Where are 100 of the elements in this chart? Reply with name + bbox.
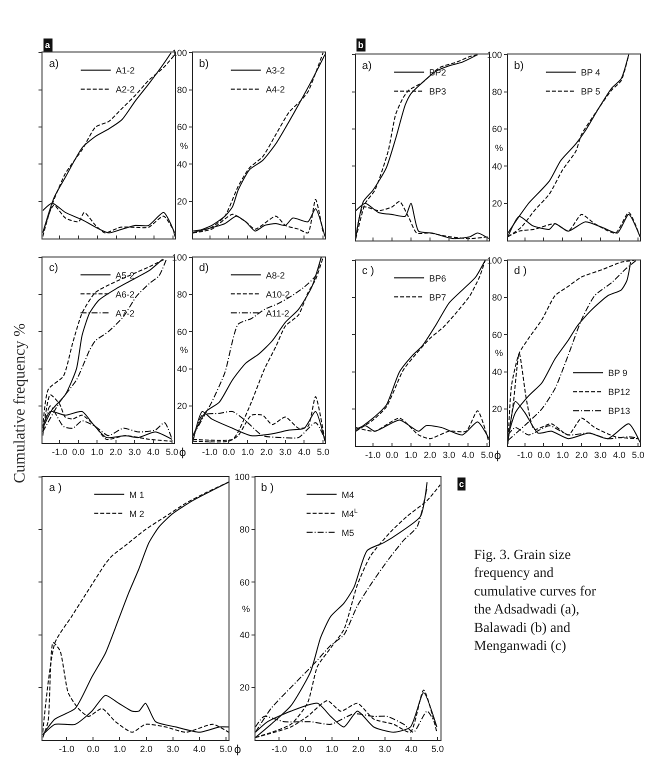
chart-title: c ) bbox=[362, 265, 374, 277]
x-tick-label: 4.0 bbox=[147, 446, 160, 457]
y-tick-label: 80 bbox=[240, 524, 250, 535]
y-tick-label: 60 bbox=[176, 326, 188, 337]
x-tick-label: 3.0 bbox=[166, 744, 180, 754]
legend-label: M 1 bbox=[129, 490, 144, 500]
text: a) bbox=[362, 60, 372, 72]
text: a) bbox=[49, 58, 59, 70]
x-axis-title: ϕ bbox=[234, 743, 242, 756]
x-tick-label: 5.0 bbox=[480, 450, 494, 460]
x-tick-label: -1.0 bbox=[517, 450, 533, 460]
x-tick-label: 4.0 bbox=[462, 450, 474, 460]
x-tick-label: 5.0 bbox=[220, 744, 232, 754]
y-tick-label: 100 bbox=[172, 252, 188, 262]
legend-label: BP 9 bbox=[608, 368, 628, 378]
x-tick-label: 1.0 bbox=[326, 744, 338, 754]
x-tick-label: 4.0 bbox=[193, 744, 206, 754]
legend-label: A8-2 bbox=[266, 270, 285, 280]
x-tick-label: 2.0 bbox=[140, 744, 153, 754]
y-tick-label: 40 bbox=[492, 161, 502, 172]
y-tick-label: 60 bbox=[240, 577, 250, 588]
x-tick-label: -1.0 bbox=[202, 446, 218, 457]
x-tick-label: 1.0 bbox=[113, 744, 126, 754]
x-tick-label: 5.0 bbox=[431, 744, 444, 754]
y-axis-title: % bbox=[180, 345, 188, 355]
legend-label: M4$^{L}$ bbox=[342, 508, 358, 519]
chart-title: c) bbox=[49, 262, 58, 274]
x-tick-label: 3.0 bbox=[594, 450, 607, 460]
y-tick-label: 40 bbox=[176, 364, 188, 374]
y-axis-title: % bbox=[242, 604, 250, 614]
x-tick-label: 1.0 bbox=[241, 446, 254, 457]
chart-title: d ) bbox=[514, 265, 527, 277]
x-tick-label: -1.0 bbox=[271, 744, 287, 754]
y-tick-label: 60 bbox=[492, 330, 502, 340]
x-tick-label: 3.0 bbox=[378, 744, 392, 754]
y-tick-label: 20 bbox=[492, 404, 502, 414]
legend-label: A6-2 bbox=[116, 289, 135, 300]
y-axis-title: % bbox=[495, 348, 504, 358]
x-axis-title: ϕ bbox=[494, 449, 502, 462]
y-axis-title: Cumulative frequency % bbox=[12, 323, 29, 484]
x-tick-label: 2.0 bbox=[424, 450, 436, 460]
x-tick-label: 5.0 bbox=[316, 446, 330, 457]
x-tick-label: 1.0 bbox=[90, 446, 104, 457]
y-tick-label: 60 bbox=[492, 124, 502, 134]
legend-label: A11-2 bbox=[266, 308, 290, 318]
text: b) bbox=[514, 60, 524, 72]
y-axis-title: % bbox=[495, 143, 504, 153]
y-tick-label: 40 bbox=[176, 159, 188, 170]
text: b bbox=[358, 40, 364, 50]
y-axis-title: % bbox=[180, 141, 188, 151]
y-tick-label: 40 bbox=[240, 630, 250, 640]
legend-label: BP7 bbox=[429, 292, 446, 302]
chart-title: d) bbox=[199, 262, 209, 274]
y-tick-label: 100 bbox=[172, 48, 188, 58]
text: a ) bbox=[49, 482, 62, 494]
legend-label: A2-2 bbox=[116, 84, 135, 95]
y-tick-label: 20 bbox=[492, 198, 502, 208]
text: c bbox=[459, 479, 464, 489]
y-tick-label: 60 bbox=[176, 122, 188, 132]
x-tick-label: -1.0 bbox=[58, 744, 74, 754]
x-axis-title: ϕ bbox=[179, 446, 186, 459]
text: b ) bbox=[261, 482, 274, 494]
x-tick-label: 2.0 bbox=[352, 744, 365, 754]
legend-label: M5 bbox=[342, 528, 354, 538]
legend-label: BP12 bbox=[608, 387, 630, 398]
x-tick-label: 1.0 bbox=[404, 450, 418, 460]
legend-label: M4 bbox=[342, 490, 354, 500]
legend-label: BP3 bbox=[429, 86, 446, 97]
x-tick-label: -1.0 bbox=[365, 450, 381, 460]
legend-label: M 2 bbox=[129, 508, 144, 519]
x-tick-label: 4.0 bbox=[404, 744, 418, 754]
legend-label: A4-2 bbox=[266, 84, 285, 95]
legend-label: BP13 bbox=[608, 406, 630, 416]
legend-label: BP 5 bbox=[580, 86, 600, 97]
y-tick-label: 20 bbox=[176, 196, 188, 206]
y-tick-label: 100 bbox=[487, 50, 502, 60]
legend-label: A5-2 bbox=[116, 270, 135, 280]
legend-label: BP 4 bbox=[580, 68, 600, 78]
x-tick-label: -1.0 bbox=[52, 446, 68, 457]
caption: Fig. 3. Grain size frequency and cumulative curves for the Adsadwadi (a), Balawadi (b) and Menganwadi (c) bbox=[474, 548, 596, 654]
x-tick-label: 4.0 bbox=[613, 450, 626, 460]
y-tick-label: 80 bbox=[176, 290, 188, 300]
x-tick-label: 2.0 bbox=[575, 450, 588, 460]
x-tick-label: 2.0 bbox=[110, 446, 122, 457]
y-tick-label: 20 bbox=[176, 401, 188, 412]
legend-label: BP6 bbox=[429, 273, 446, 284]
x-tick-label: 0.0 bbox=[386, 450, 398, 460]
x-tick-label: 4.0 bbox=[298, 446, 310, 457]
x-tick-label: 0.0 bbox=[72, 446, 85, 457]
x-tick-label: 0.0 bbox=[222, 446, 235, 457]
y-tick-label: 40 bbox=[492, 366, 502, 377]
x-tick-label: 2.0 bbox=[260, 446, 273, 457]
y-tick-label: 80 bbox=[492, 86, 502, 97]
y-tick-label: 20 bbox=[240, 682, 250, 693]
text: a bbox=[45, 40, 51, 50]
x-tick-label: 5.0 bbox=[166, 446, 178, 457]
y-tick-label: 100 bbox=[487, 255, 502, 266]
legend-label: A3-2 bbox=[266, 66, 285, 76]
text: b) bbox=[199, 58, 209, 70]
y-tick-label: 80 bbox=[176, 84, 188, 95]
